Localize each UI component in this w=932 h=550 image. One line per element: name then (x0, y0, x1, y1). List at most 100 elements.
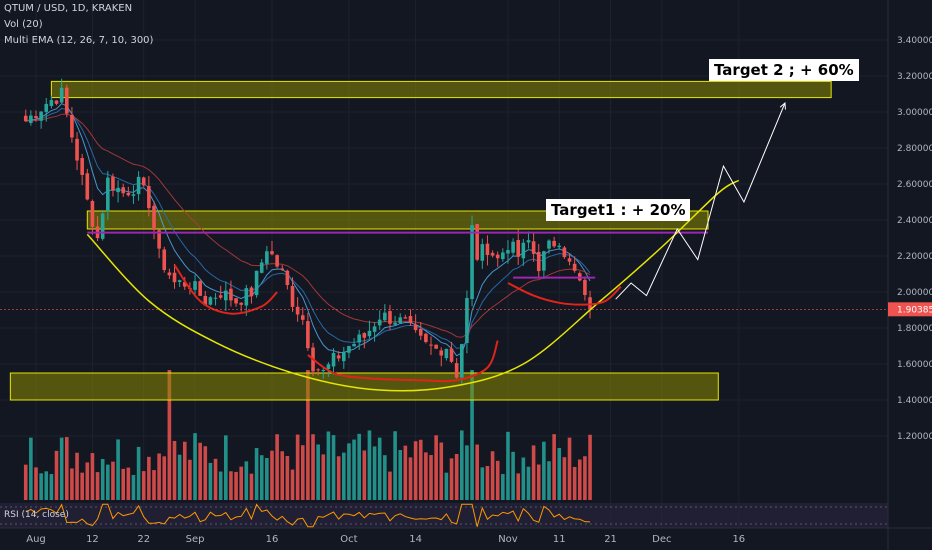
candle-body (336, 355, 341, 359)
x-tick-label: 16 (266, 534, 279, 545)
candle-body (372, 326, 377, 332)
volume-bar (49, 474, 54, 500)
candle-body (157, 230, 161, 249)
candle-body (470, 225, 474, 300)
target2-label: Target 2 ; + 60% (709, 59, 859, 81)
drawing-overlays (86, 103, 785, 392)
volume-bar (136, 446, 141, 500)
candle-body (203, 295, 208, 306)
candle-body (106, 177, 110, 212)
y-tick-label: 2.80000 (897, 144, 932, 154)
volume-bar (408, 457, 413, 500)
handle-curve (307, 340, 499, 383)
candle-body (526, 240, 531, 243)
candle-body (424, 333, 428, 342)
candle-body (465, 297, 469, 344)
candle-body (403, 317, 408, 319)
volume-bar (34, 467, 38, 500)
volume-bar (316, 444, 320, 500)
candle-body (64, 87, 69, 114)
volume-bar (39, 473, 43, 500)
volume-bar (562, 457, 567, 500)
volume-bar (377, 437, 382, 500)
y-tick-label: 1.60000 (897, 360, 932, 370)
x-tick-label: 22 (137, 534, 150, 545)
volume-bar (531, 445, 536, 500)
candle-body (542, 251, 546, 271)
volume-bar (116, 439, 120, 500)
volume-bar (290, 469, 295, 500)
candle-body (511, 241, 515, 253)
candle-body (70, 114, 74, 138)
volume-bar (280, 451, 285, 500)
volume-bar (511, 451, 515, 500)
volume-bar (111, 461, 115, 500)
volume-bar (23, 464, 28, 500)
volume-bar (213, 458, 218, 500)
candle-body (295, 306, 300, 315)
candle-body (562, 247, 567, 258)
volume-bar (295, 434, 300, 500)
volume-bar (85, 462, 90, 500)
candle-body (141, 177, 146, 186)
volume-bar (80, 472, 84, 500)
rsi-indicator-label[interactable]: RSI (14, close) (4, 510, 69, 520)
volume-bar (100, 458, 105, 500)
candle-body (449, 348, 454, 362)
candle-body (152, 205, 156, 230)
candle-body (516, 239, 521, 257)
volume-bar (439, 442, 444, 500)
candle-body (588, 297, 592, 310)
volume-bar (413, 441, 418, 500)
candle-body (100, 213, 105, 239)
volume-bar (501, 474, 505, 500)
candle-body (234, 298, 238, 304)
volume-bar (265, 458, 269, 500)
candle-body (331, 353, 336, 367)
candle-body (521, 242, 526, 259)
volume-bar (306, 370, 310, 500)
candle-body (34, 116, 38, 119)
volume-bar (285, 456, 290, 500)
ema-indicator-label[interactable]: Multi EMA (12, 26, 7, 10, 300) (4, 35, 154, 46)
volume-bar (198, 442, 202, 500)
candle-body (259, 262, 264, 273)
volume-bar (454, 453, 459, 500)
volume-bar (434, 435, 438, 500)
candle-body (495, 254, 500, 259)
volume-bar (449, 458, 454, 500)
volume-bar (141, 471, 146, 500)
candle-body (459, 344, 464, 378)
candle-body (254, 270, 259, 296)
candle-body (480, 244, 485, 261)
volume-bar (429, 455, 433, 500)
volume-indicator-label[interactable]: Vol (20) (4, 19, 43, 30)
volume-bar (254, 447, 259, 500)
candle-body (326, 364, 331, 370)
volume-bar (224, 435, 228, 500)
candle-body (536, 251, 541, 272)
volume-bar (475, 444, 479, 500)
volume-bar (588, 434, 592, 500)
candle-body (531, 241, 536, 254)
volume-bar (59, 437, 64, 500)
y-tick-label: 1.20000 (897, 432, 932, 442)
x-tick-label: Nov (498, 534, 518, 545)
candle-body (275, 255, 279, 267)
volume-bar (193, 433, 197, 500)
x-tick-label: Sep (186, 534, 205, 545)
candle-body (23, 115, 28, 122)
volume-bar (542, 441, 546, 500)
candle-body (49, 99, 54, 107)
volume-bar (152, 470, 156, 500)
candle-body (182, 282, 187, 287)
candle-body (454, 363, 459, 378)
candle-body (208, 297, 213, 305)
candle-body (229, 288, 233, 301)
y-tick-label: 3.40000 (897, 36, 932, 46)
volume-bar (342, 452, 346, 500)
candle-body (244, 288, 249, 306)
volume-bar (465, 445, 469, 500)
